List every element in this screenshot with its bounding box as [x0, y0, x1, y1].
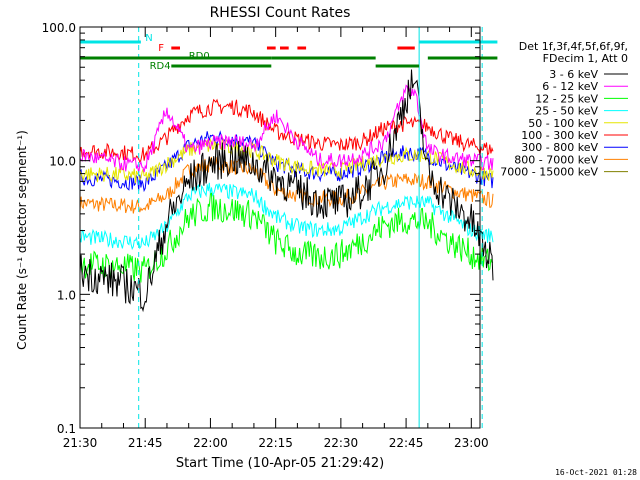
x-tick-label: 23:00: [454, 436, 489, 450]
legend-header: Det 1f,3f,4f,5f,6f,9f,: [519, 40, 628, 53]
series-line: [79, 69, 494, 313]
series-line: [79, 138, 494, 184]
flag-label: RD0: [189, 51, 210, 62]
axes: 0.1 1.0 10.0 100.0 21:30 21:45 22:00 22:15 22:30…: [42, 21, 489, 450]
x-tick-label: 22:00: [193, 436, 228, 450]
legend-entry-label: 25 - 50 keV: [535, 105, 598, 118]
legend-entry-label: 3 - 6 keV: [549, 68, 598, 81]
series-line: [79, 130, 494, 193]
series-line: [79, 84, 494, 174]
legend: Det 1f,3f,4f,5f,6f,9f,FDecim 1, Att 0 3 -…: [500, 40, 628, 179]
x-tick-label: 22:30: [324, 436, 359, 450]
legend-entry-label: 800 - 7000 keV: [514, 153, 598, 166]
x-tick-label: 21:45: [128, 436, 163, 450]
legend-entry-label: 100 - 300 keV: [521, 129, 598, 142]
x-tick-label: 22:15: [258, 436, 293, 450]
legend-entry-label: 6 - 12 keV: [542, 80, 598, 93]
x-axis-label: Start Time (10-Apr-05 21:29:42): [176, 456, 384, 471]
plot-frame: [79, 26, 481, 429]
x-tick-label: 21:30: [63, 436, 98, 450]
flag-label: F: [158, 43, 164, 54]
y-tick-label: 0.1: [57, 422, 76, 436]
chart-title: RHESSI Count Rates: [210, 5, 351, 21]
flag-label: N: [145, 33, 152, 44]
legend-entry-label: 12 - 25 keV: [535, 92, 598, 105]
y-tick-label: 100.0: [42, 21, 76, 35]
series-line: [79, 192, 494, 283]
y-tick-label: 1.0: [57, 288, 76, 302]
legend-entry-label: 7000 - 15000 keV: [500, 166, 598, 179]
y-axis-label: Count Rate (s⁻¹ detector segment⁻¹): [15, 130, 29, 350]
legend-entry-label: 300 - 800 keV: [521, 141, 598, 154]
y-tick-label: 10.0: [49, 155, 76, 169]
series-line: [79, 182, 494, 251]
legend-entry-label: 50 - 100 keV: [528, 117, 598, 130]
legend-header: FDecim 1, Att 0: [543, 52, 628, 65]
plot-area: NF RD0 RD4: [79, 27, 498, 428]
flag-label: RD4: [150, 61, 171, 72]
x-tick-label: 22:45: [389, 436, 424, 450]
footer-date: 16-Oct-2021 01:28: [555, 468, 637, 477]
series-line: [79, 98, 494, 164]
